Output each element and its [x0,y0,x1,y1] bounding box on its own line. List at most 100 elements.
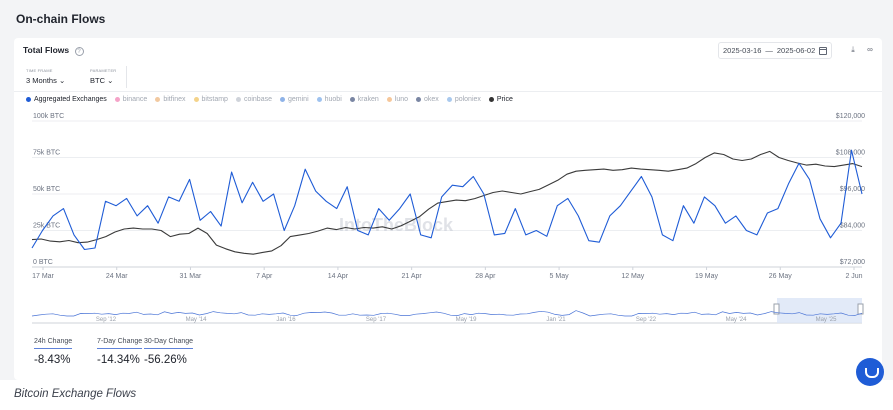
parameter-dropdown[interactable]: BTC ⌄ [90,76,113,85]
y-tick-label-left: 0 BTC [33,259,53,266]
navigator-label: May '24 [726,317,747,323]
chevron-down-icon: ⌄ [107,76,114,85]
flows-chart: 100k BTC $120,000 75k BTC $108,000 50k BTC $9… [31,113,865,324]
legend-label: bitfinex [163,96,186,103]
date-end: 2025-06-02 [776,46,816,55]
navigator-label: Jan '21 [546,317,566,323]
legend-dot [280,97,285,102]
navigator-label: Sep '12 [96,317,117,323]
y-tick-label-left: 75k BTC [33,150,60,157]
x-tick-label: 19 May [695,273,718,280]
legend-item[interactable]: bitfinex [155,96,186,103]
navigator-label: Sep '22 [636,317,657,323]
change-label: 7-Day Change [97,338,143,349]
x-tick-label: 28 Apr [475,273,496,280]
change-value: -56.26% [144,354,187,366]
navigator-selection [777,298,862,323]
legend-label: Aggregated Exchanges [34,96,107,103]
legend-item[interactable]: okex [416,96,439,103]
calendar-icon [819,46,828,55]
legend-dot [193,97,199,102]
legend-dot [235,97,241,102]
x-tick-label: 7 Apr [256,273,273,280]
legend-item[interactable]: poloniex [446,96,481,103]
navigator-label: May '25 [816,317,837,323]
legend-dot [386,97,392,102]
legend-item[interactable]: huobi [316,96,342,103]
x-tick-label: 24 Mar [106,273,128,280]
change-label: 24h Change [34,338,73,349]
x-tick-label: 17 Mar [32,273,54,280]
change-7d: 7-Day Change -14.34% [97,338,143,366]
legend-item[interactable]: Aggregated Exchanges [26,96,107,103]
legend-label: okex [424,96,439,103]
legend-label: gemini [288,96,309,103]
download-icon[interactable]: ⤓ [851,45,855,54]
y-tick-label-right: $108,000 [836,150,865,157]
legend-dot [26,97,31,102]
y-tick-label-left: 100k BTC [33,113,64,120]
legend-label: kraken [357,96,379,103]
figure-caption: Bitcoin Exchange Flows [14,388,137,400]
legend-item[interactable]: bitstamp [193,96,228,103]
x-tick-label: 14 Apr [328,273,349,280]
legend-label: luno [394,96,409,103]
legend-label: poloniex [454,96,481,103]
legend-dot [155,97,161,102]
x-tick-label: 26 May [769,273,792,280]
x-tick-label: 12 May [621,273,644,280]
x-tick-label: 5 May [550,273,570,280]
page-title: On-chain Flows [16,12,106,26]
navigator-label: May '14 [186,317,207,323]
legend-item[interactable]: coinbase [235,96,272,103]
legend-dot [488,97,494,102]
timeframe-value: 3 Months [26,76,57,85]
x-tick-label: 31 Mar [180,273,202,280]
legend-label: huobi [324,96,342,103]
legend-item[interactable]: kraken [349,96,379,103]
watermark: IntoTheBlock [339,215,454,235]
navigator-label: Jan '16 [276,317,296,323]
chart-legend: Aggregated Exchanges binance bitfinex bitst… [26,96,513,103]
legend-item[interactable]: luno [386,96,409,103]
info-icon[interactable]: ? [74,47,84,56]
legend-dot [114,97,120,102]
legend-label: Price [496,96,513,103]
navigator-handle-left [773,303,780,315]
legend-dot [416,97,422,102]
legend-dot [316,97,322,102]
card-title: Total Flows ? [23,45,84,56]
navigator-label: Sep '17 [366,317,387,323]
y-tick-label-right: $120,000 [836,113,865,120]
card-title-text: Total Flows [23,45,70,55]
total-flows-card: Total Flows ? 2025-03-16 — 2025-06-02 ⤓ … [14,38,882,380]
page-background: On-chain Flows Total Flows ? 2025-03-16 … [0,0,893,380]
change-24h: 24h Change -8.43% [34,338,73,366]
legend-item[interactable]: binance [114,96,148,103]
legend-label: binance [122,96,148,103]
timeframe-dropdown[interactable]: 3 Months ⌄ [26,76,65,85]
legend-label: bitstamp [201,96,228,103]
chat-icon[interactable] [856,358,884,386]
y-tick-label-left: 25k BTC [33,223,60,230]
y-tick-label-right: $84,000 [840,223,865,230]
legend-item[interactable]: gemini [280,96,309,103]
chevron-down-icon: ⌄ [58,76,66,85]
link-icon[interactable]: ∞ [867,45,873,54]
control-separator [126,66,127,88]
change-value: -8.43% [34,354,71,366]
price-line [31,150,863,255]
legend-item[interactable]: Price [488,96,513,103]
x-tick-label: 21 Apr [402,273,423,280]
change-label: 30-Day Change [144,338,194,349]
navigator-line [31,310,863,317]
legend-dot [446,97,452,102]
x-tick-label: 2 Jun [845,273,862,280]
change-30d: 30-Day Change -56.26% [144,338,194,366]
y-tick-label-right: $72,000 [840,259,865,266]
change-value: -14.34% [97,354,140,366]
date-start: 2025-03-16 [723,46,762,55]
timeframe-label: TIME FRAME [26,68,53,73]
date-range-picker[interactable]: 2025-03-16 — 2025-06-02 [718,42,833,59]
parameter-label: PARAMETER [90,68,117,73]
